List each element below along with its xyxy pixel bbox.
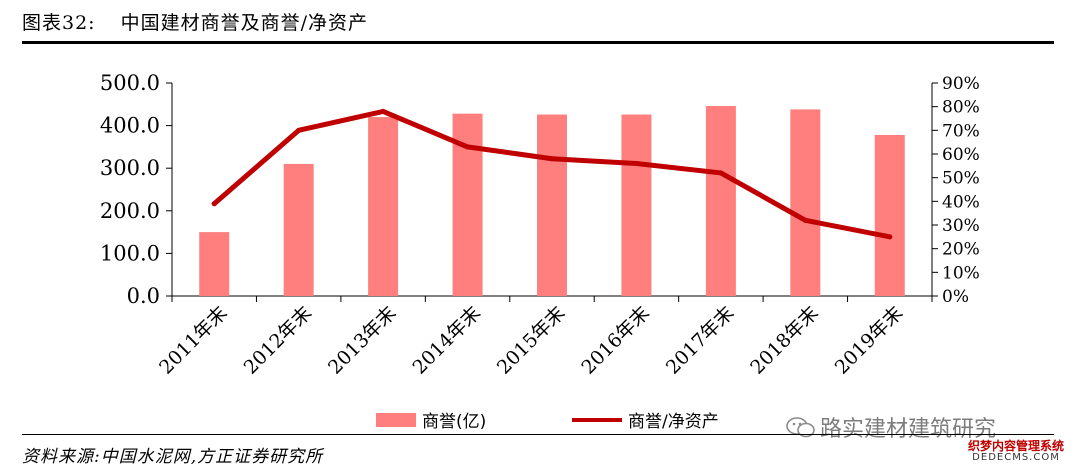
y-left-tick-label: 100.0 bbox=[100, 241, 160, 265]
x-tick-label: 2019年末 bbox=[831, 302, 908, 379]
line-point bbox=[549, 156, 555, 162]
footer-rule bbox=[22, 434, 1054, 435]
y-right-tick-label: 0% bbox=[942, 287, 969, 307]
bar bbox=[874, 134, 905, 296]
figure-number: 图表32: bbox=[22, 12, 96, 34]
y-left-tick-label: 300.0 bbox=[100, 156, 160, 180]
x-tick-label: 2011年末 bbox=[155, 302, 232, 379]
line-point bbox=[633, 160, 639, 166]
y-right-tick-label: 70% bbox=[942, 121, 980, 141]
legend-swatch-line bbox=[572, 417, 622, 422]
x-tick-label: 2015年末 bbox=[493, 302, 570, 379]
y-right-tick-label: 80% bbox=[942, 98, 980, 118]
legend-item-bar: 商誉(亿) bbox=[376, 407, 486, 432]
legend-swatch-bar bbox=[376, 412, 416, 427]
y-right-tick-label: 60% bbox=[942, 145, 980, 165]
bar bbox=[537, 114, 567, 296]
line-point bbox=[887, 234, 893, 240]
y-left-tick-label: 0.0 bbox=[127, 284, 160, 308]
y-right-tick-label: 10% bbox=[942, 263, 980, 283]
watermark: 路实建材建筑研究 bbox=[786, 411, 996, 443]
line-point bbox=[802, 217, 808, 223]
y-right-tick-label: 50% bbox=[942, 169, 980, 189]
bar bbox=[621, 114, 652, 296]
line-point bbox=[465, 144, 471, 150]
corner-logo-en: DEDECMS.COM bbox=[972, 451, 1060, 463]
line-point bbox=[211, 201, 217, 207]
legend-label-bar: 商誉(亿) bbox=[422, 412, 487, 432]
y-left-tick-label: 400.0 bbox=[100, 114, 160, 138]
legend-label-line: 商誉/净资产 bbox=[628, 412, 719, 432]
bar bbox=[283, 163, 314, 296]
bar bbox=[705, 106, 736, 296]
x-tick-label: 2018年末 bbox=[746, 302, 823, 379]
legend-item-line: 商誉/净资产 bbox=[572, 407, 719, 432]
figure-header: 图表32: 中国建材商誉及商誉/净资产 bbox=[22, 8, 368, 35]
y-right-tick-label: 40% bbox=[942, 192, 980, 212]
x-tick-label: 2016年末 bbox=[577, 302, 654, 379]
y-right-tick-label: 90% bbox=[942, 74, 980, 94]
corner-logo: 织梦内容管理系统 DEDECMS.COM bbox=[962, 440, 1070, 470]
x-tick-label: 2014年末 bbox=[408, 302, 485, 379]
x-tick-label: 2012年末 bbox=[240, 302, 317, 379]
line-point bbox=[296, 127, 302, 133]
source-note: 资料来源:中国水泥网,方正证券研究所 bbox=[22, 447, 324, 467]
bar bbox=[368, 117, 399, 296]
line-point bbox=[718, 170, 724, 176]
x-tick-label: 2013年末 bbox=[324, 302, 401, 379]
corner-logo-cn: 织梦内容管理系统 bbox=[967, 439, 1064, 453]
x-tick-label: 2017年末 bbox=[662, 302, 739, 379]
watermark-text: 路实建材建筑研究 bbox=[820, 417, 997, 442]
y-left-tick-label: 500.0 bbox=[100, 71, 160, 95]
bar bbox=[790, 109, 821, 296]
bar bbox=[199, 232, 230, 296]
figure-title: 中国建材商誉及商誉/净资产 bbox=[120, 12, 369, 34]
line-point bbox=[380, 108, 386, 114]
y-right-tick-label: 30% bbox=[942, 216, 980, 236]
y-left-tick-label: 200.0 bbox=[100, 199, 160, 223]
header-rule bbox=[22, 41, 1054, 44]
y-right-tick-label: 20% bbox=[942, 240, 980, 260]
wechat-icon bbox=[786, 417, 815, 438]
